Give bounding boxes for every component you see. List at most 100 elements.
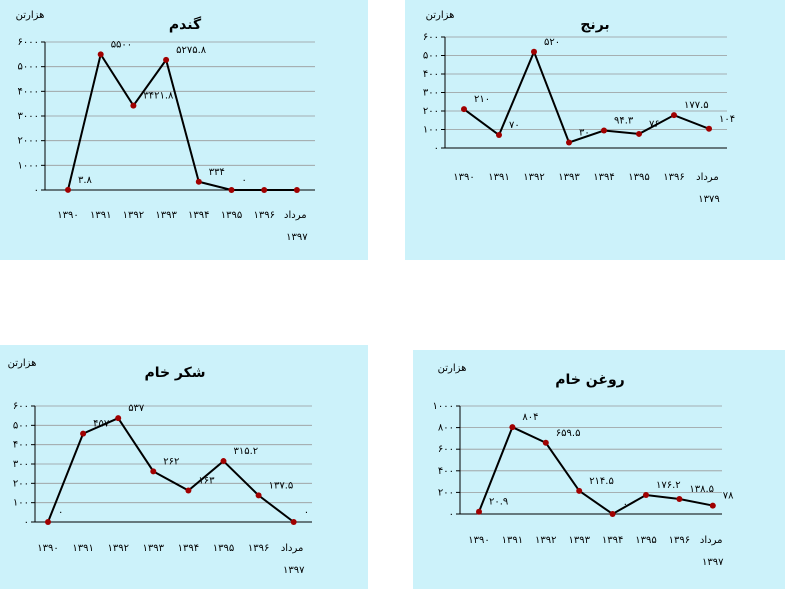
data-label: ۱۷۶.۲: [656, 480, 681, 491]
data-point: [261, 187, 268, 193]
data-point: [220, 458, 227, 465]
data-label: ۱۳۸.۵: [689, 484, 714, 495]
data-point: [609, 511, 616, 517]
data-label: ۳.۸: [78, 175, 93, 186]
x-tick-label: ۱۳۹۲: [107, 543, 128, 554]
data-label: ۶۵۹.۵: [556, 428, 581, 439]
data-label: ۵۵۰۰: [111, 39, 132, 50]
y-tick-label: ۰: [24, 517, 29, 528]
data-point: [255, 492, 262, 499]
data-label: ۰: [242, 175, 247, 186]
panel-background: [405, 0, 785, 260]
data-label: ۳۱۵.۲: [234, 446, 259, 457]
data-point: [185, 487, 192, 494]
data-label: ۲۰.۹: [489, 497, 508, 508]
chart-panel: روغن خام هزارتن ۰ ۲۰۰ ۴۰۰ ۶۰۰ ۸۰۰ ۱۰۰۰ ۱۳۹۰ ۱۳۹۱ ۱…: [413, 350, 785, 589]
x-tick-label: مرداد ۱۳۹۷: [700, 535, 726, 568]
panel-background: [0, 345, 368, 589]
chart-title: شکر خام: [144, 365, 205, 381]
x-tick-label: ۱۳۹۴: [188, 210, 209, 221]
data-point: [163, 56, 170, 63]
data-label: ۷۸: [723, 491, 734, 502]
y-tick-label: ۶۰۰: [423, 32, 439, 43]
x-tick-label: ۱۳۹۱: [72, 543, 93, 554]
data-label: ۲۱۴.۵: [589, 476, 614, 487]
data-point: [290, 519, 297, 525]
chart-panel: گندم هزارتن ۰ ۱۰۰۰ ۲۰۰۰ ۳۰۰۰ ۴۰۰۰ ۵۰۰۰ ۶۰۰۰ ۱۳۹۰ ۱…: [0, 0, 368, 260]
data-label: ۵۲۷۵.۸: [176, 45, 207, 56]
unit-label: هزارتن: [426, 10, 455, 21]
data-point: [476, 508, 482, 515]
x-tick-label: ۱۳۹۳: [155, 210, 177, 221]
data-label: ۷۰: [509, 120, 520, 131]
data-point: [636, 130, 642, 137]
y-tick-label: ۲۰۰: [438, 487, 454, 498]
data-line: [47, 416, 295, 523]
x-tick-label: ۱۳۹۱: [90, 210, 111, 221]
data-label: ۹۴.۳: [614, 116, 634, 127]
data-label: ۸۰۴: [522, 412, 538, 423]
y-tick-label: ۴۰۰۰: [18, 86, 39, 97]
x-tick-label: ۱۳۹۳: [558, 172, 580, 183]
data-label: ۰: [623, 499, 628, 510]
data-label: ۳۳۴: [209, 167, 225, 178]
y-tick-label: ۵۰۰: [13, 420, 29, 431]
data-point: [709, 502, 716, 509]
data-line: [478, 425, 713, 516]
data-point: [97, 51, 104, 58]
x-tick-label: ۱۳۹۶: [663, 172, 684, 183]
data-label: ۵۲۰: [544, 37, 560, 48]
data-point: [531, 48, 537, 55]
data-point: [80, 430, 87, 437]
data-point: [601, 127, 607, 134]
data-label: ۲۱۰: [474, 94, 490, 105]
x-tick-label: ۱۳۹۲: [535, 535, 556, 546]
data-point: [115, 415, 122, 422]
data-point: [461, 106, 467, 113]
data-label: ۲۶۲: [163, 456, 179, 467]
chart-panel: شکر خام هزارتن ۰ ۱۰۰ ۲۰۰ ۳۰۰ ۴۰۰ ۵۰۰ ۶۰۰ ۱۳۹۰ ۱۳۹۱…: [0, 345, 368, 589]
y-tick-label: ۴۰۰: [423, 69, 439, 80]
data-point: [228, 187, 235, 193]
chart-panel: برنج هزارتن ۰ ۱۰۰ ۲۰۰ ۳۰۰ ۴۰۰ ۵۰۰ ۶۰۰ ۱۳۹۰ ۱۳۹۱ ۱۳۹…: [405, 0, 785, 260]
y-tick-label: ۳۰۰۰: [18, 111, 39, 122]
data-point: [706, 125, 712, 132]
x-tick-label: ۱۳۹۰: [453, 172, 474, 183]
data-point: [676, 496, 683, 503]
data-point: [150, 468, 157, 475]
y-tick-label: ۸۰۰: [438, 423, 454, 434]
x-tick-label: ۱۳۹۳: [568, 535, 590, 546]
x-tick-label: مرداد ۱۳۹۷: [281, 543, 307, 576]
y-tick-label: ۱۰۰: [13, 498, 29, 509]
y-tick-label: ۲۰۰: [13, 478, 29, 489]
x-tick-label: ۱۳۹۵: [628, 172, 649, 183]
chart-title: برنج: [580, 17, 609, 33]
y-tick-label: ۲۰۰: [423, 106, 439, 117]
data-label: ۱۷۷.۵: [684, 100, 709, 111]
y-tick-label: ۶۰۰: [13, 401, 29, 412]
data-point: [576, 487, 583, 494]
y-tick-label: ۰: [434, 143, 439, 154]
data-label: ۵۳۷: [128, 403, 145, 414]
x-tick-label: ۱۳۹۶: [669, 535, 690, 546]
data-label: ۱۳۷.۵: [269, 480, 294, 491]
x-tick-label: مرداد ۱۳۷۹: [696, 172, 722, 205]
x-tick-label: ۱۳۹۰: [37, 543, 58, 554]
unit-label: هزارتن: [16, 10, 45, 21]
data-point: [293, 187, 300, 193]
data-label: ۱۰۴: [719, 114, 735, 125]
data-label: ۴۵۷: [93, 419, 110, 430]
x-tick-label: ۱۳۹۰: [57, 210, 78, 221]
data-label: ۱۶۳: [198, 475, 215, 486]
data-label: ۳۰: [579, 127, 590, 138]
chart-title: گندم: [169, 16, 202, 33]
x-tick-label: ۱۳۹۴: [178, 543, 199, 554]
x-tick-label: ۱۳۹۲: [123, 210, 144, 221]
x-tick-label: ۱۳۹۱: [502, 535, 523, 546]
x-tick-label: ۱۳۹۴: [602, 535, 623, 546]
data-point: [496, 132, 502, 139]
y-tick-label: ۶۰۰۰: [18, 37, 39, 48]
y-tick-label: ۶۰۰: [438, 444, 454, 455]
data-point: [542, 439, 549, 446]
